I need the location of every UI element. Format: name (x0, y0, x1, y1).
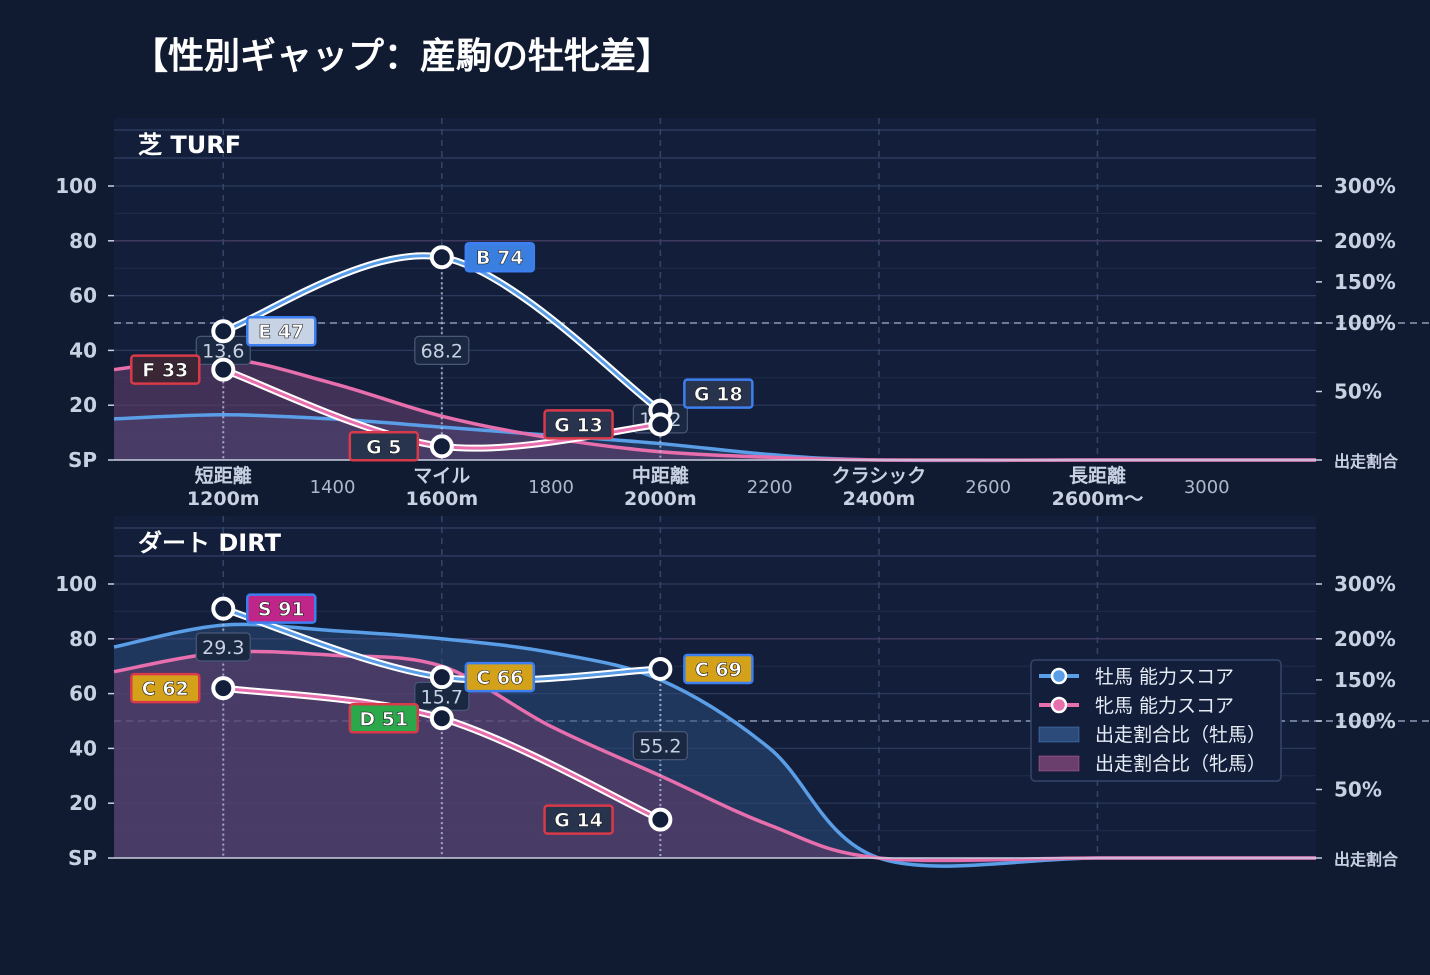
grade-badge (683, 378, 754, 409)
filly-score-point (648, 807, 673, 832)
right-tick-label: 100% (1334, 311, 1396, 335)
y-tick-label: 60 (69, 682, 97, 706)
y-tick-label: 80 (69, 627, 97, 651)
filly-score-point (211, 357, 236, 382)
legend-label: 出走割合比（牝馬） (1095, 753, 1266, 775)
x-tick-label-minor: 1400 (310, 477, 356, 498)
x-tick-label-minor: 3000 (1184, 477, 1230, 498)
colt-score-point (429, 245, 454, 270)
y-tick-label: 20 (69, 791, 97, 815)
right-tick-label: 200% (1334, 627, 1396, 651)
x-tick-label-top: 長距離 (1069, 464, 1126, 487)
panel-title: 芝 TURF (138, 131, 241, 159)
right-tick-label: 50% (1334, 380, 1382, 404)
chart-panels: 13.668.218.2E 47B 74G 18F 33G 5G 13芝 TUR… (55, 118, 1430, 870)
panel-title: ダート DIRT (138, 529, 282, 557)
x-tick-label-minor: 2200 (747, 477, 793, 498)
y-tick-label: 80 (69, 229, 97, 253)
grade-label: S 91 (258, 599, 305, 621)
grade-label: C 69 (695, 659, 742, 681)
x-tick-label-minor: 1800 (528, 477, 574, 498)
grade-label: B 74 (476, 247, 524, 269)
grade-badge (130, 354, 201, 385)
colt-score-point (211, 319, 236, 344)
right-tick-label: 出走割合 (1334, 850, 1399, 869)
grade-label: C 66 (476, 667, 523, 689)
legend-label: 出走割合比（牡馬） (1095, 724, 1266, 746)
grade-label: G 18 (694, 384, 743, 406)
x-tick-label-top: クラシック (832, 465, 927, 487)
filly-score-point (429, 706, 454, 731)
grade-label: G 13 (554, 414, 603, 436)
x-tick-label-top: 短距離 (195, 464, 252, 487)
colt-score-point (211, 596, 236, 621)
filly-score-point (211, 676, 236, 701)
right-tick-label: 150% (1334, 668, 1396, 692)
right-tick-label: 50% (1334, 778, 1382, 802)
ratio-label: 13.6 (202, 340, 244, 362)
right-tick-label: 出走割合 (1334, 452, 1399, 471)
grade-badge (543, 804, 614, 835)
filly-score-point (429, 434, 454, 459)
x-tick-label-bottom: 2600m〜 (1052, 488, 1144, 510)
y-tick-label: 100 (55, 174, 97, 198)
legend-swatch-marker (1050, 696, 1068, 714)
y-tick-label: 40 (69, 338, 97, 362)
right-tick-label: 100% (1334, 709, 1396, 733)
right-tick-label: 300% (1334, 572, 1396, 596)
x-tick-label-top: 中距離 (632, 464, 689, 487)
ratio-label-box (414, 335, 470, 365)
y-tick-label: 60 (69, 284, 97, 308)
grade-badge (543, 409, 614, 440)
colt-score-point (429, 665, 454, 690)
legend-swatch-area (1038, 755, 1080, 772)
legend-swatch-area (1038, 726, 1080, 743)
grade-badge (246, 315, 317, 347)
chart-panel-turf: 13.668.218.2E 47B 74G 18F 33G 5G 13芝 TUR… (55, 118, 1430, 510)
grade-label: G 14 (554, 810, 603, 832)
chart-title: 【性別ギャップ：産駒の牡牝差】 (132, 36, 672, 77)
grade-badge (246, 593, 317, 624)
x-tick-label-bottom: 1200m (187, 488, 260, 510)
x-tick-label-bottom: 2000m (624, 488, 697, 510)
grade-label: F 33 (142, 360, 188, 382)
filly-score-point (648, 412, 673, 437)
right-tick-label: 200% (1334, 229, 1396, 253)
grade-label: G 5 (366, 436, 401, 458)
grade-badge (130, 672, 201, 704)
right-tick-label: 150% (1334, 270, 1396, 294)
x-tick-label-bottom: 1600m (405, 488, 478, 510)
grade-label: C 62 (142, 678, 189, 700)
ratio-label-box (632, 731, 688, 761)
y-tick-label: 40 (69, 736, 97, 760)
ratio-label: 68.2 (421, 340, 463, 362)
legend-label: 牡馬 能力スコア (1095, 666, 1234, 688)
colt-score-point (648, 656, 673, 681)
x-tick-label-bottom: 2400m (843, 488, 916, 510)
x-tick-label-minor: 2600 (965, 477, 1011, 498)
grade-badge (348, 431, 420, 462)
grade-label: D 51 (359, 708, 408, 730)
grade-label: E 47 (258, 321, 304, 343)
ratio-label-box (195, 632, 251, 662)
ratio-label: 55.2 (639, 736, 681, 758)
x-tick-label-top: マイル (413, 465, 470, 487)
legend-swatch-marker (1050, 667, 1068, 685)
y-tick-label: SP (68, 448, 97, 472)
ratio-label: 15.7 (421, 686, 463, 708)
y-tick-label: 20 (69, 393, 97, 417)
grade-badge (348, 703, 420, 734)
y-tick-label: 100 (55, 572, 97, 596)
grade-badge (464, 241, 536, 273)
legend-box (1030, 659, 1282, 782)
legend-label: 牝馬 能力スコア (1095, 695, 1234, 717)
y-tick-label: SP (68, 846, 97, 870)
ratio-label: 29.3 (202, 637, 244, 659)
right-tick-label: 300% (1334, 174, 1396, 198)
grade-badge (683, 653, 754, 685)
grade-badge (464, 661, 536, 693)
